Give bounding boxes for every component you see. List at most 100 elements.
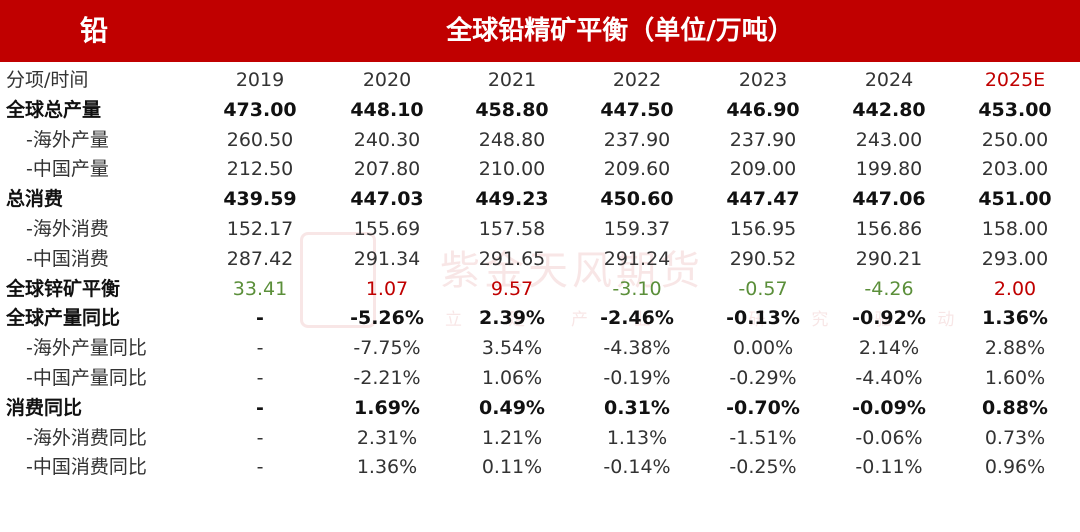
cell: 3.54% [481,337,543,360]
cell: 447.50 [600,98,674,121]
cell: 446.90 [726,98,800,121]
cell: 447.03 [350,188,424,211]
cell: 2.00 [993,277,1037,300]
cell: - [256,396,264,419]
cell: 0.49% [479,396,545,419]
cell: 291.65 [478,247,546,270]
cell: 158.00 [981,218,1049,240]
cell: 0.88% [982,396,1048,419]
cell: 260.50 [226,128,294,151]
cell: 157.58 [478,218,546,240]
cell: 212.50 [226,158,294,181]
cell: 1.36% [356,456,418,479]
cell: - [256,456,264,479]
cell: 203.00 [981,158,1049,181]
row-label: -中国消费 [26,247,109,270]
row-label: -海外产量 [26,128,109,151]
cell: 152.17 [226,218,294,240]
cell: 2.14% [858,337,920,360]
cell: 2.31% [356,426,418,449]
cell: 451.00 [978,188,1052,211]
cell: 473.00 [223,98,297,121]
cell: 450.60 [600,188,674,211]
cell: -0.09% [852,396,926,419]
cell: 207.80 [353,158,421,181]
cell: 1.06% [481,367,543,389]
cell: 1.69% [354,396,420,419]
cell: -7.75% [353,337,421,360]
watermark-name: 紫金天风期货 [440,248,704,294]
column-header: 2022 [612,69,662,91]
row-label: 总消费 [6,188,64,211]
cell: -0.92% [852,307,926,330]
cell: 2.88% [984,337,1046,360]
row-label: 全球产量同比 [6,307,121,330]
cell: -0.11% [855,456,923,479]
cell: -2.46% [600,307,674,330]
cell: -1.51% [729,426,797,449]
cell: 155.69 [353,218,421,240]
column-header: 2019 [235,69,285,91]
column-header: 2024 [864,69,914,91]
cell: -0.29% [729,367,797,389]
cell: -0.19% [603,367,671,389]
cell: -5.26% [350,307,424,330]
cell: 209.00 [729,158,797,181]
cell: 447.47 [726,188,800,211]
cell: 1.36% [982,307,1048,330]
row-label: -中国产量同比 [26,367,147,389]
column-header: 2025E [984,69,1046,91]
row-label: 全球锌矿平衡 [6,277,121,300]
cell: 453.00 [978,98,1052,121]
cell: 293.00 [981,247,1049,270]
cell: 287.42 [226,247,294,270]
cell: 1.07 [365,277,409,300]
cell: -0.13% [726,307,800,330]
cell: 0.73% [984,426,1046,449]
column-header: 分项/时间 [6,69,89,91]
row-label: 全球总产量 [6,98,102,121]
cell: 448.10 [350,98,424,121]
cell: 243.00 [855,128,923,151]
row-label: 消费同比 [6,396,83,419]
cell: 1.21% [481,426,543,449]
cell: 290.52 [729,247,797,270]
column-header: 2023 [738,69,788,91]
cell: 248.80 [478,128,546,151]
cell: -0.06% [855,426,923,449]
cell: - [256,337,264,360]
column-header: 2021 [487,69,537,91]
cell: 0.00% [732,337,794,360]
cell: 0.31% [604,396,670,419]
cell: 209.60 [603,158,671,181]
cell: 237.90 [603,128,671,151]
cell: 442.80 [852,98,926,121]
watermark-logo [300,232,376,328]
row-label: -中国消费同比 [26,456,147,479]
cell: 1.60% [984,367,1046,389]
cell: -0.25% [729,456,797,479]
cell: 237.90 [729,128,797,151]
cell: 458.80 [475,98,549,121]
cell: 0.11% [481,456,543,479]
cell: 9.57 [490,277,534,300]
cell: 449.23 [475,188,549,211]
cell: -4.26 [864,277,914,300]
cell: 290.21 [855,247,923,270]
cell: 199.80 [855,158,923,181]
cell: 447.06 [852,188,926,211]
cell: 156.95 [729,218,797,240]
cell: -3.10 [612,277,662,300]
cell: -0.14% [603,456,671,479]
cell: 2.39% [479,307,545,330]
row-label: -海外消费同比 [26,426,147,449]
cell: - [256,307,264,330]
column-header: 2020 [362,69,412,91]
cell: 439.59 [223,188,297,211]
cell: 156.86 [855,218,923,240]
cell: 291.34 [353,247,421,270]
cell: - [256,426,264,449]
cell: -4.38% [603,337,671,360]
cell: -0.70% [726,396,800,419]
